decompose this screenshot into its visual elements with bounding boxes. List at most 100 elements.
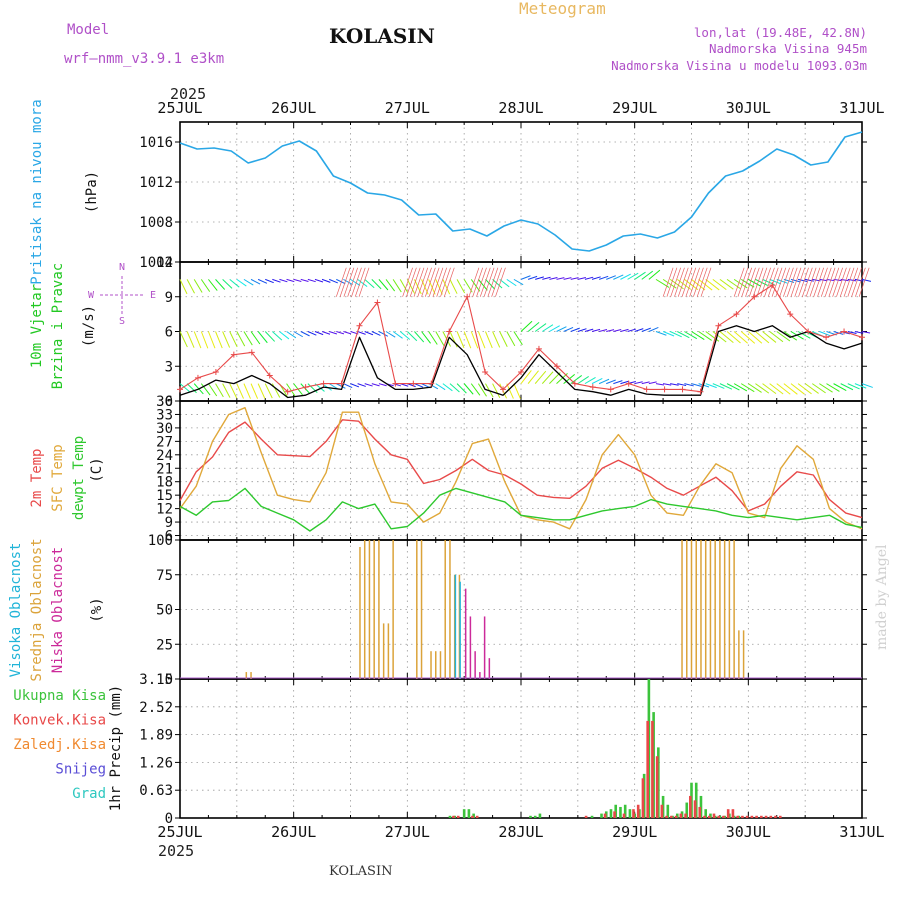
wind-hatch bbox=[733, 267, 745, 297]
gust-marker bbox=[392, 380, 399, 387]
wind-arrow bbox=[371, 331, 381, 336]
ytick-label: 1016 bbox=[139, 135, 173, 151]
gust-marker bbox=[482, 369, 489, 376]
watermark: made by Angel bbox=[874, 544, 890, 650]
day-label-bottom: 27JUL bbox=[385, 823, 430, 841]
wind-arrow bbox=[598, 275, 609, 280]
ytick-label: 1004 bbox=[139, 255, 173, 271]
wind-arrow bbox=[193, 331, 202, 349]
wind-hatch bbox=[406, 267, 417, 297]
wind-arrow bbox=[492, 279, 503, 289]
wind-arrow bbox=[300, 278, 309, 283]
wind-arrow bbox=[449, 383, 460, 393]
precip-bar bbox=[452, 815, 455, 818]
precip-bar bbox=[698, 806, 702, 818]
wind-arrow bbox=[591, 276, 601, 280]
wind-arrow bbox=[719, 331, 734, 344]
wind-arrow bbox=[392, 279, 402, 293]
wind-hatch bbox=[790, 267, 802, 297]
wind-arrow bbox=[470, 279, 481, 292]
wind-arrow bbox=[577, 276, 586, 280]
wind-hatch bbox=[847, 267, 859, 297]
wind-hatch bbox=[839, 267, 851, 297]
wind-arrow bbox=[527, 322, 540, 332]
wind-hatch bbox=[413, 267, 425, 297]
precip-bar bbox=[745, 815, 749, 818]
wind-hatch bbox=[767, 267, 779, 297]
wind-arrow bbox=[236, 331, 246, 347]
precip-bar bbox=[471, 815, 474, 818]
wind-arrow bbox=[847, 383, 860, 390]
wind-hatch bbox=[443, 267, 455, 297]
wind-arrow bbox=[485, 279, 496, 290]
precip-bar bbox=[538, 813, 542, 818]
wind-arrow bbox=[790, 278, 801, 283]
wind-hatch bbox=[794, 267, 806, 297]
precip-bar bbox=[660, 804, 664, 818]
wind-arrow bbox=[826, 383, 840, 392]
wind-arrow bbox=[272, 278, 281, 283]
wind-arrow bbox=[691, 278, 706, 291]
gust-marker bbox=[194, 374, 201, 381]
day-label-top: 30JUL bbox=[726, 99, 771, 117]
gust-marker bbox=[464, 293, 471, 300]
wind-arrow bbox=[790, 383, 805, 395]
precip-bar bbox=[731, 809, 735, 818]
wind-arrow bbox=[641, 381, 650, 385]
wind-hatch bbox=[495, 267, 506, 297]
gust-marker bbox=[859, 334, 865, 341]
day-label-bottom: 30JUL bbox=[726, 823, 771, 841]
wind-arrow bbox=[300, 331, 310, 337]
precip-bar bbox=[636, 804, 640, 818]
wind-arrow bbox=[371, 279, 382, 290]
wind-arrow bbox=[264, 331, 276, 342]
wind-hatch bbox=[347, 267, 358, 297]
wind-arrow bbox=[804, 383, 819, 394]
gust-marker bbox=[356, 322, 363, 329]
wind-hatch bbox=[685, 267, 697, 297]
wind-arrow bbox=[399, 279, 409, 294]
precip-bar bbox=[679, 813, 683, 818]
wind-hatch bbox=[674, 267, 685, 297]
gust-marker bbox=[428, 380, 435, 387]
wind-arrow bbox=[485, 331, 493, 349]
wind-arrow bbox=[755, 331, 770, 344]
day-label-bottom: 26JUL bbox=[271, 823, 316, 841]
wind-arrow bbox=[222, 331, 231, 348]
model-name: wrf—nmm_v3.9.1 e3km bbox=[64, 51, 224, 67]
wind-arrow bbox=[797, 278, 808, 283]
panels: 1004100810121016036912691215182124273033… bbox=[139, 121, 873, 827]
wind-arrow bbox=[570, 277, 579, 280]
wind-arrow bbox=[343, 383, 353, 389]
precip-unit: 1hr Precip (mm) bbox=[108, 685, 124, 811]
wind-hatch bbox=[843, 267, 855, 297]
precip-bar bbox=[462, 809, 466, 818]
ytick-label: 50 bbox=[156, 603, 173, 619]
wind-arrow bbox=[314, 278, 324, 283]
wind-arrow bbox=[542, 324, 554, 332]
precip-legend-3: Snijeg bbox=[55, 762, 106, 778]
wind-hatch bbox=[820, 267, 832, 297]
precip-bar bbox=[655, 756, 659, 818]
panel-frame bbox=[179, 678, 863, 819]
wind-hatch bbox=[805, 267, 817, 297]
wind-arrow bbox=[236, 278, 247, 287]
wind-hatch bbox=[483, 267, 495, 297]
wind-arrow bbox=[200, 279, 211, 292]
wind-title2: Brzina i Pravac bbox=[50, 263, 66, 389]
gust-marker bbox=[302, 384, 309, 391]
cloud-title: Visoka Oblacnost bbox=[8, 543, 24, 678]
ytick-label: 0 bbox=[165, 394, 173, 410]
cloud-title3: Niska Oblacnost bbox=[50, 547, 66, 673]
wind-arrow bbox=[293, 331, 304, 338]
wind-arrow bbox=[662, 383, 672, 386]
gust-marker bbox=[823, 334, 830, 341]
wind-arrow bbox=[286, 383, 296, 397]
wind-hatch bbox=[801, 267, 813, 297]
wind-arrow bbox=[797, 383, 812, 395]
wind-arrow bbox=[620, 273, 631, 280]
wind-arrow bbox=[648, 326, 659, 332]
wind-arrow bbox=[364, 331, 374, 336]
wind-arrow bbox=[307, 331, 317, 336]
wind-arrow bbox=[435, 383, 446, 391]
